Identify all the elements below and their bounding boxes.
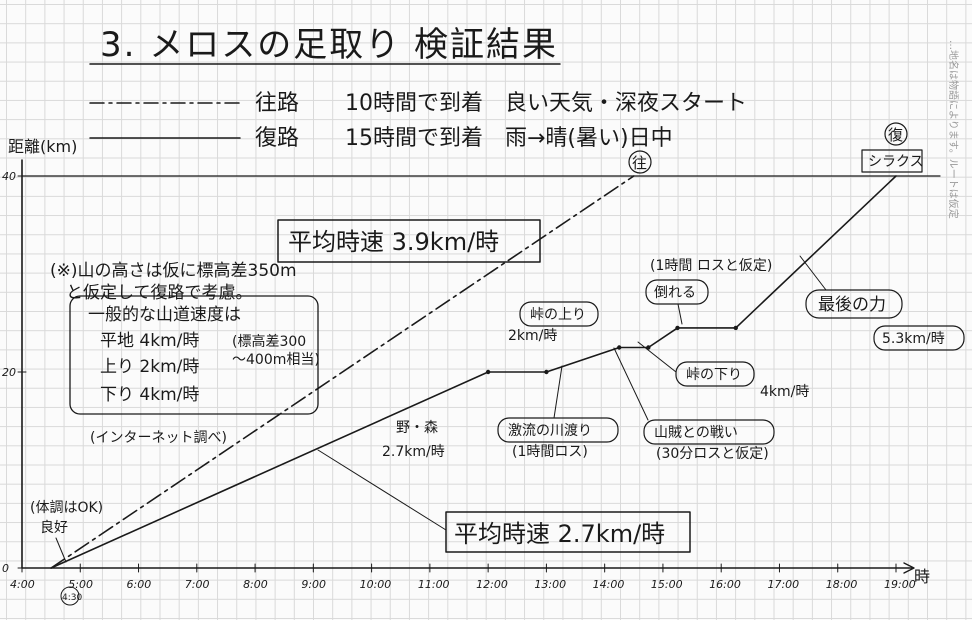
pass-down-label: 峠の下り [686, 367, 742, 383]
x-tick-label: 16:00 [709, 578, 741, 591]
x-tick-label: 9:00 [301, 578, 326, 591]
speed-down: 下り 4km/時 [100, 385, 199, 405]
elevation-note-2: 〜400m相当) [232, 352, 320, 368]
return-point [485, 369, 491, 375]
side-text: …地名は物語によります。ルートは仮定 [947, 40, 960, 219]
start-time: 4:30 [62, 593, 82, 603]
speed-box-title: 一般的な山道速度は [88, 305, 241, 325]
pass-up-speed: 2km/時 [508, 328, 557, 344]
fall-pointer [677, 303, 683, 325]
y-tick-labels: 0 20 40 [2, 170, 27, 575]
outbound-end-circle [628, 150, 652, 174]
health-good: 良好 [40, 520, 68, 536]
x-tick-label: 15:00 [651, 578, 683, 591]
x-tick-label: 18:00 [826, 578, 858, 591]
mountain-note-2: と仮定して復路で考慮。 [66, 283, 253, 303]
series-line-outbound [50, 175, 635, 569]
avg-return-pointer [317, 449, 447, 531]
bandits-pointer [613, 347, 649, 421]
pass-up-bubble [519, 301, 599, 327]
fall-label: 倒れる [654, 285, 696, 301]
river-label: 激流の川渡り [508, 422, 592, 439]
avg-return-box [445, 511, 691, 553]
x-tick-label: 5:00 [68, 578, 93, 591]
avg-outbound-box [277, 219, 541, 263]
pass-down-speed: 4km/時 [760, 384, 809, 400]
x-tick-labels: 4:00 5:00 6:00 7:00 8:00 9:00 10:00 11:00 12:00 1… [10, 563, 916, 591]
health-note: (体調はOK) [30, 500, 103, 516]
series-line-return [50, 175, 897, 569]
x-tick-label: 4:00 [10, 578, 35, 591]
return-point [733, 325, 738, 331]
series-group [50, 175, 897, 569]
fall-bubble [645, 279, 709, 305]
river-bubble [497, 417, 619, 443]
bandits-loss: (30分ロスと仮定) [656, 446, 769, 462]
mountain-note-1: (※)山の高さは仮に標高差350m [50, 261, 297, 281]
legend-outbound-text: 10時間で到着 良い天気・深夜スタート [345, 91, 747, 116]
x-tick-label: 17:00 [767, 578, 799, 591]
x-tick-label: 14:00 [593, 578, 625, 591]
return-point [544, 369, 549, 375]
x-tick-label: 10:00 [360, 578, 392, 591]
x-tick-label: 13:00 [534, 578, 566, 591]
siracusa-box [861, 149, 923, 173]
return-point [646, 345, 651, 350]
start-time-circle [60, 586, 80, 606]
x-axis-label: 時 [914, 567, 930, 586]
river-pointer [553, 365, 563, 419]
river-loss: (1時間ロス) [512, 444, 588, 460]
legend-outbound-label: 往路 [255, 91, 299, 116]
return-point [675, 325, 680, 331]
legend-return-label: 復路 [255, 126, 299, 151]
return-end-label: 復 [888, 126, 903, 144]
health-pointer [55, 537, 67, 563]
final-bubble [805, 289, 903, 319]
avg-return-text: 平均時速 2.7km/時 [454, 520, 665, 548]
legend-return-text: 15時間で到着 雨→晴(暑い)日中 [345, 126, 673, 151]
siracusa-label: シラクス [868, 154, 924, 170]
x-tick-label: 11:00 [418, 578, 450, 591]
y-tick-label: 0 [2, 562, 9, 575]
final-speed-bubble [873, 325, 965, 351]
internet-note: (インターネット調べ) [90, 430, 227, 446]
page-title: 3. メロスの足取り 検証結果 [100, 25, 558, 65]
pass-up-label: 峠の上り [530, 307, 586, 323]
forest-speed: 2.7km/時 [382, 444, 445, 460]
x-tick-label: 7:00 [185, 578, 210, 591]
return-point [617, 345, 622, 350]
y-tick-label: 20 [2, 366, 16, 379]
x-tick-label: 6:00 [127, 578, 152, 591]
forest-label: 野・森 [396, 420, 438, 436]
pass-down-bubble [675, 361, 755, 387]
x-tick-label: 12:00 [476, 578, 508, 591]
outbound-end-label: 往 [632, 154, 647, 172]
speed-flat: 平地 4km/時 [100, 331, 199, 351]
y-axis-label: 距離(km) [8, 137, 77, 156]
final-pointer [799, 255, 827, 291]
speed-up: 上り 2km/時 [100, 357, 199, 377]
x-axis-arrow [903, 562, 915, 574]
final-label: 最後の力 [818, 295, 886, 315]
axes [21, 159, 941, 574]
bandits-bubble [643, 419, 775, 445]
fall-loss: (1時間 ロスと仮定) [650, 258, 772, 274]
elevation-note-1: (標高差300 [232, 333, 306, 350]
final-speed: 5.3km/時 [882, 331, 945, 347]
return-end-circle [884, 122, 908, 146]
bandits-label: 山賊との戦い [654, 425, 738, 441]
pass-down-pointer [637, 341, 677, 373]
avg-outbound-text: 平均時速 3.9km/時 [288, 228, 499, 256]
y-tick-label: 40 [2, 170, 16, 183]
x-tick-label: 8:00 [243, 578, 268, 591]
speed-box [69, 295, 319, 415]
x-tick-label: 19:00 [884, 578, 916, 591]
